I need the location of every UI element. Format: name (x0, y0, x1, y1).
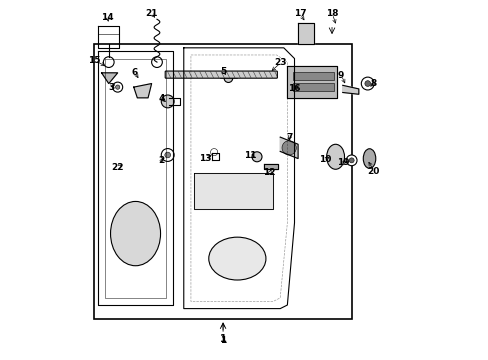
Polygon shape (134, 84, 151, 98)
Circle shape (348, 158, 353, 163)
Text: 23: 23 (273, 58, 286, 67)
Text: 8: 8 (370, 79, 376, 88)
Circle shape (210, 149, 217, 156)
Circle shape (161, 95, 174, 108)
Circle shape (346, 155, 356, 166)
FancyBboxPatch shape (165, 71, 277, 78)
Text: 10: 10 (318, 155, 330, 164)
Text: 5: 5 (220, 67, 226, 76)
Text: 1: 1 (219, 334, 226, 344)
Polygon shape (194, 173, 272, 208)
Circle shape (282, 141, 296, 155)
Ellipse shape (326, 144, 344, 169)
Polygon shape (102, 73, 118, 84)
Bar (292, 83, 333, 91)
Text: 22: 22 (111, 163, 123, 172)
Circle shape (251, 152, 262, 162)
Ellipse shape (110, 202, 160, 266)
Circle shape (151, 57, 162, 67)
Text: 18: 18 (325, 9, 338, 18)
Text: 16: 16 (287, 84, 300, 93)
Text: 17: 17 (293, 9, 305, 18)
Text: 20: 20 (367, 167, 379, 176)
Text: 2: 2 (158, 156, 164, 165)
Circle shape (164, 152, 170, 158)
Text: 21: 21 (145, 9, 158, 18)
Text: 7: 7 (285, 132, 292, 141)
Text: 9: 9 (337, 71, 344, 80)
Text: 11: 11 (243, 151, 256, 160)
Circle shape (103, 57, 114, 67)
Circle shape (112, 82, 122, 92)
Polygon shape (287, 66, 337, 98)
Circle shape (161, 149, 174, 161)
Circle shape (115, 85, 120, 89)
Text: 3: 3 (108, 83, 114, 92)
Text: 12: 12 (263, 168, 275, 177)
Text: 15: 15 (88, 56, 101, 65)
Polygon shape (280, 137, 298, 158)
Circle shape (361, 77, 373, 90)
Ellipse shape (363, 149, 375, 168)
Polygon shape (264, 164, 278, 169)
Text: 6: 6 (131, 68, 138, 77)
Text: 14: 14 (101, 13, 113, 22)
Text: 1: 1 (220, 336, 226, 345)
Text: 4: 4 (158, 94, 164, 103)
Polygon shape (298, 23, 313, 44)
Bar (292, 72, 333, 80)
Text: 13: 13 (199, 154, 211, 163)
Circle shape (224, 74, 232, 82)
Text: 19: 19 (337, 158, 349, 167)
Circle shape (364, 81, 370, 86)
Ellipse shape (208, 237, 265, 280)
Polygon shape (342, 85, 358, 94)
Bar (94, 44, 351, 319)
